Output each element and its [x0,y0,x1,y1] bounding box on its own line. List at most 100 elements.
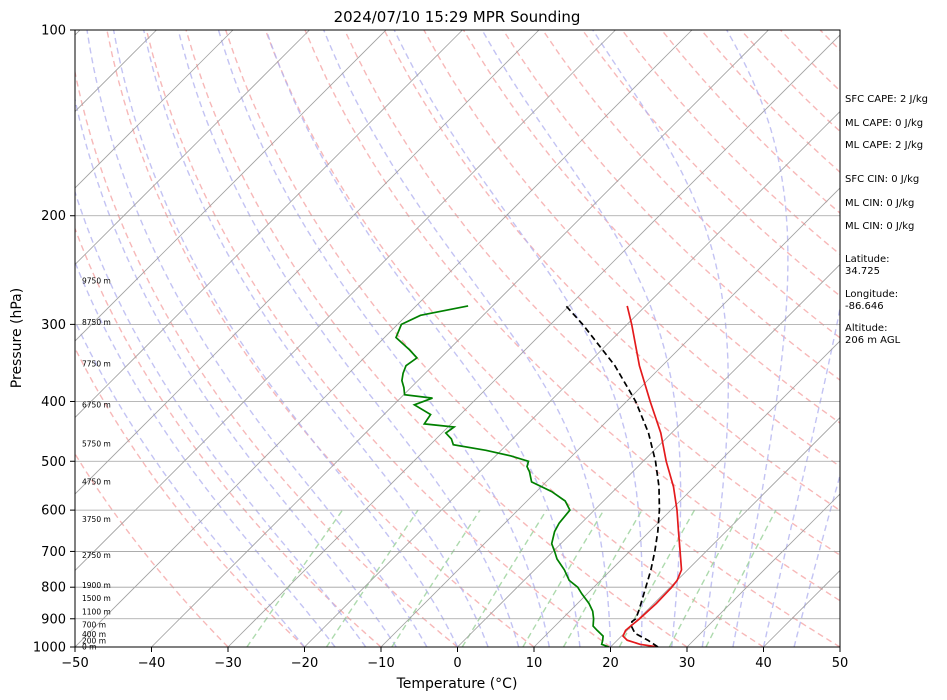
moist-adiabat [75,96,397,647]
dry-adiabat [343,30,840,556]
temperature-line [621,305,683,647]
x-tick-label: 40 [755,656,772,671]
x-tick-label: 0 [453,656,461,671]
mixing-ratio-line [668,509,743,647]
parcel-line [565,305,661,647]
moist-adiabat [793,473,840,647]
dry-adiabat [185,30,688,647]
stat-ml-cin-1: ML CIN: 0 J/kg [845,198,914,209]
isotherm-line [0,30,4,647]
moist-adiabat [75,260,336,647]
altitude-label: Altitude: [845,323,887,334]
y-axis-ticks: 100 200 300 400 500 600 700 800 900 1000 [33,24,75,656]
y-tick-label: 300 [41,318,66,333]
x-tick-label: −30 [214,656,241,671]
isotherm-line [75,30,234,189]
moist-adiabat [393,30,643,647]
y-tick-label: 600 [41,504,66,519]
dry-adiabat [304,30,840,602]
isotherm-line [227,34,840,647]
profile-lines [394,305,683,647]
sounding-stats-panel: SFC CAPE: 2 J/kg ML CAPE: 0 J/kg ML CAPE… [845,94,928,346]
moist-adiabat [86,30,428,647]
height-label: 3750 m [82,515,111,524]
height-label: 4750 m [82,477,111,486]
dry-adiabat [75,68,458,647]
y-tick-label: 200 [41,209,66,224]
isotherm-line [75,30,540,495]
stat-ml-cin-2: ML CIN: 0 J/kg [845,221,914,232]
isotherm-line [75,30,387,342]
x-tick-label: 30 [679,656,696,671]
moist-adiabat [217,30,550,647]
stat-ml-cape-1: ML CAPE: 0 J/kg [845,118,923,129]
x-tick-label: 10 [526,656,543,671]
moist-adiabat [592,30,729,647]
y-tick-label: 700 [41,545,66,560]
isotherm-line [151,30,769,647]
y-axis-title: Pressure (hPa) [9,288,25,388]
dry-adiabat [939,30,947,647]
height-label: 2750 m [82,551,111,560]
height-label: 1500 m [82,594,111,603]
height-label: 200 m [82,636,106,645]
height-label: 700 m [82,620,106,629]
isotherm-line [75,30,310,266]
isotherm-line [304,110,840,647]
moist-adiabat [726,30,789,647]
y-tick-label: 100 [41,24,66,39]
x-tick-label: −50 [61,656,88,671]
altitude-value: 206 m AGL [845,335,901,346]
height-label: 0 m [82,643,96,652]
x-tick-label: −40 [138,656,165,671]
latitude-value: 34.725 [845,266,880,277]
height-label: 9750 m [82,276,111,285]
height-label: 5750 m [82,440,111,449]
isotherm-line [610,416,840,647]
isotherm-line [686,493,840,647]
dry-adiabat [145,30,611,647]
x-axis-title: Temperature (°C) [396,676,518,692]
height-label: 400 m [82,630,106,639]
dry-adiabat [423,30,840,468]
moist-adiabat [265,30,581,647]
x-tick-label: 20 [602,656,619,671]
plot-background [75,30,840,647]
x-tick-label: 50 [832,656,849,671]
moist-adiabat [75,189,367,647]
y-tick-label: 500 [41,455,66,470]
dry-adiabat [75,346,305,647]
moist-adiabat [177,30,520,647]
mixing-ratio-line [522,509,605,647]
y-tick-label: 900 [41,612,66,627]
x-tick-label: −20 [291,656,318,671]
x-tick-label: −10 [367,656,394,671]
isotherm-line [75,30,463,419]
isotherm-line [75,30,616,572]
longitude-value: -86.646 [845,301,884,312]
height-label: 7750 m [82,360,111,369]
height-label: 8750 m [82,318,111,327]
chart-title: 2024/07/10 15:29 MPR Sounding [334,8,581,26]
moist-adiabat [112,30,459,647]
moist-adiabat [323,30,612,647]
dry-adiabat [106,30,535,647]
dry-adiabat [264,30,840,647]
stat-sfc-cape: SFC CAPE: 2 J/kg [845,94,928,105]
stat-ml-cape-2: ML CAPE: 2 J/kg [845,140,923,151]
height-label: 1100 m [82,607,111,616]
background-lines [0,30,947,647]
isotherm-line [457,263,840,647]
isotherm-line [75,30,693,647]
latitude-label: Latitude: [845,254,890,265]
y-tick-label: 1000 [33,641,66,656]
stat-sfc-cin: SFC CIN: 0 J/kg [845,174,919,185]
height-label: 6750 m [82,400,111,409]
mixing-ratio-line [562,509,643,647]
y-tick-label: 800 [41,581,66,596]
dry-adiabat [383,30,840,512]
moist-adiabat [481,30,682,647]
dewpoint-line [394,305,610,647]
